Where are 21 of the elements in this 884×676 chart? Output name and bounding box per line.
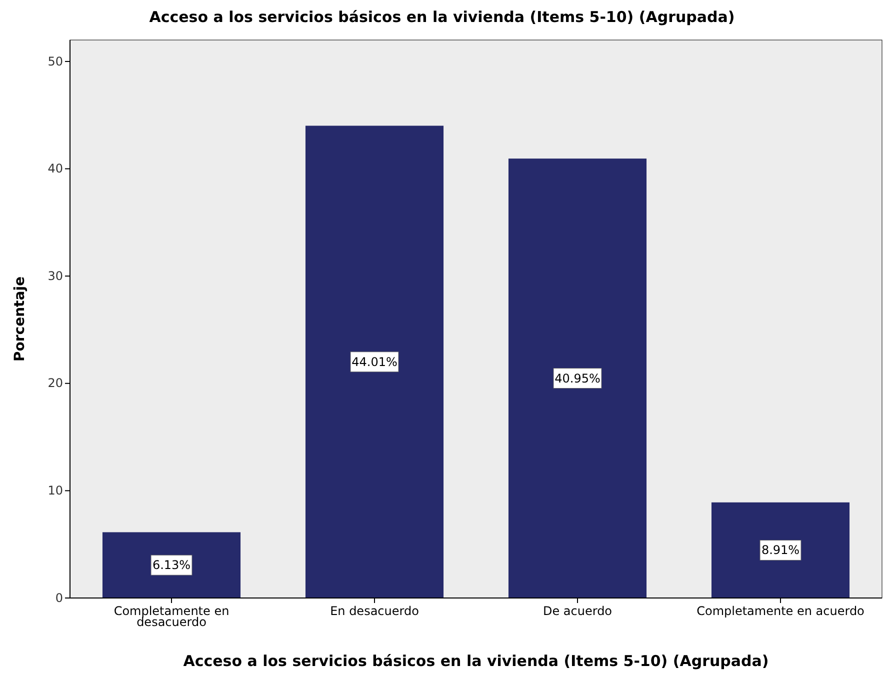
y-tick-label: 40 — [48, 162, 63, 176]
bar — [305, 126, 444, 598]
data-label: 44.01% — [352, 354, 398, 369]
y-tick-label: 10 — [48, 484, 63, 498]
bar — [711, 502, 850, 598]
chart-title: Acceso a los servicios básicos en la vivienda (Items 5-10) (Agrupada) — [149, 8, 735, 26]
y-axis-title: Porcentaje — [12, 276, 28, 362]
x-tick-label: Completamente en acuerdo — [696, 604, 864, 618]
data-label: 8.91% — [761, 543, 800, 558]
bar — [508, 158, 647, 598]
y-tick-label: 0 — [55, 590, 63, 605]
y-tick-label: 50 — [48, 54, 63, 68]
y-tick-label: 20 — [48, 376, 63, 390]
x-tick-label: De acuerdo — [542, 604, 612, 618]
y-tick-label: 30 — [48, 268, 63, 283]
x-tick-label: Completamente en desacuerdo — [114, 604, 230, 629]
data-label: 40.95% — [554, 371, 600, 386]
bar — [102, 532, 241, 598]
data-label: 6.13% — [152, 558, 191, 572]
x-axis-title: Acceso a los servicios básicos en la vivienda (Items 5-10) (Agrupada) — [183, 652, 769, 670]
x-tick-label: En desacuerdo — [330, 604, 419, 618]
